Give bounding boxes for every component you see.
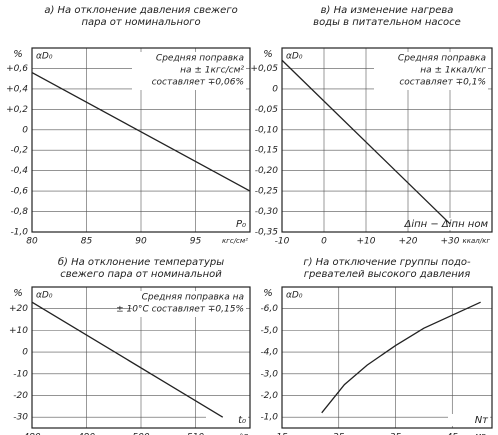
x-tick-label: 15 bbox=[276, 433, 288, 435]
annotation-bg bbox=[132, 52, 246, 90]
axis-name: αD₀ bbox=[286, 52, 303, 62]
xlabel-bg bbox=[206, 414, 248, 426]
x-tick-label: +10 bbox=[357, 237, 376, 247]
y-tick-label: -0,8 bbox=[10, 207, 28, 217]
chart-title: б) На отклонение температуры bbox=[58, 256, 224, 268]
y-tick-label: +0,05 bbox=[250, 64, 278, 74]
chart-title: в) На изменение нагрева bbox=[321, 5, 454, 16]
y-axis-label: % bbox=[13, 288, 23, 299]
xlabel-bg bbox=[448, 218, 490, 230]
x-tick-label: 95 bbox=[190, 237, 202, 247]
data-line bbox=[281, 59, 451, 225]
xlabel-bg bbox=[206, 218, 248, 230]
x-tick-label: 490 bbox=[78, 433, 95, 435]
y-tick-label: 0 bbox=[22, 348, 28, 358]
data-line bbox=[31, 71, 251, 192]
plot-frame bbox=[281, 47, 493, 233]
y-tick-label: -0,05 bbox=[255, 105, 279, 115]
y-tick-label: +10 bbox=[9, 326, 28, 336]
axis-name: αD₀ bbox=[36, 52, 53, 62]
x-tick-label: -10 bbox=[275, 237, 290, 247]
chart-title: гревателей высокого давления bbox=[304, 269, 471, 280]
xlabel-bg bbox=[448, 414, 490, 426]
x-tick-label: +30 bbox=[441, 237, 460, 247]
y-tick-label: -5,0 bbox=[260, 326, 278, 336]
label-bg bbox=[284, 50, 306, 61]
annotation: Средняя поправка bbox=[156, 54, 244, 64]
x-tick-label: 80 bbox=[26, 237, 38, 247]
x-tick-label: 25 bbox=[333, 433, 345, 435]
x-tick-label: 85 bbox=[81, 237, 93, 247]
y-tick-label: -0,30 bbox=[255, 207, 279, 217]
y-axis-label: % bbox=[13, 49, 23, 60]
chart-title: а) На отклонение давления свежего bbox=[44, 5, 237, 16]
plot-frame bbox=[31, 286, 251, 429]
chart-title: г) На отключение группы подо- bbox=[303, 257, 471, 268]
y-tick-label: -0,4 bbox=[10, 166, 28, 176]
y-tick-label: -6,0 bbox=[260, 304, 278, 314]
y-tick-label: -30 bbox=[13, 413, 28, 423]
y-tick-label: +20 bbox=[9, 304, 28, 314]
x-tick-label: 45 bbox=[447, 433, 459, 435]
y-tick-label: -0,2 bbox=[10, 146, 28, 156]
annotation: Средняя поправка bbox=[398, 54, 486, 64]
y-tick-label: -0,20 bbox=[255, 166, 279, 176]
data-line bbox=[31, 301, 224, 418]
y-tick-label: -20 bbox=[13, 391, 28, 401]
label-bg bbox=[34, 50, 56, 61]
x-axis-label: P₀ bbox=[236, 219, 246, 230]
label-bg bbox=[284, 289, 306, 300]
y-tick-label: -4,0 bbox=[260, 348, 278, 358]
x-tick-label: 35 bbox=[390, 433, 402, 435]
annotation-bg bbox=[374, 52, 488, 90]
y-tick-label: -0,10 bbox=[255, 125, 279, 135]
annotation: Средняя поправка на bbox=[142, 293, 244, 303]
x-axis-unit: кгс/см² bbox=[222, 237, 248, 245]
x-axis-label: Δiпн − Δiпн ном bbox=[403, 219, 488, 230]
y-tick-label: -0,15 bbox=[255, 146, 279, 156]
annotation: на ± 1ккал/кг bbox=[420, 66, 486, 76]
x-tick-label: 90 bbox=[135, 237, 147, 247]
y-tick-label: -1,0 bbox=[10, 228, 28, 238]
x-axis-label: Nт bbox=[475, 415, 489, 426]
chart-title: пара от номинального bbox=[81, 17, 200, 28]
y-tick-label: -0,35 bbox=[255, 228, 279, 238]
annotation-bg bbox=[132, 291, 246, 317]
y-axis-label: % bbox=[263, 49, 273, 60]
y-tick-label: -1,0 bbox=[260, 413, 278, 423]
axis-name: αD₀ bbox=[36, 291, 53, 301]
chart-title: воды в питательном насосе bbox=[313, 17, 461, 28]
y-tick-label: +0,4 bbox=[6, 84, 28, 94]
y-tick-label: 0 bbox=[272, 84, 278, 94]
y-axis-label: % bbox=[263, 288, 273, 299]
label-bg bbox=[34, 289, 56, 300]
y-tick-label: +0,6 bbox=[6, 64, 28, 74]
annotation: на ± 1кгс/см² bbox=[180, 66, 244, 76]
annotation: составляет ∓0,1% bbox=[399, 78, 486, 88]
x-tick-label: +20 bbox=[399, 237, 418, 247]
annotation: составляет ∓0,06% bbox=[152, 78, 244, 88]
axis-name: αD₀ bbox=[286, 291, 303, 301]
y-tick-label: -3,0 bbox=[260, 369, 278, 379]
x-axis-unit: МВт bbox=[475, 433, 491, 435]
y-tick-label: -0,6 bbox=[10, 187, 28, 197]
x-tick-label: 510 bbox=[187, 433, 204, 435]
y-tick-label: 0 bbox=[22, 125, 28, 135]
x-tick-label: 480 bbox=[23, 433, 40, 435]
y-tick-label: -10 bbox=[13, 369, 28, 379]
x-tick-label: 500 bbox=[132, 433, 149, 435]
y-tick-label: -2,0 bbox=[260, 391, 278, 401]
x-tick-label: 0 bbox=[321, 237, 327, 247]
data-line bbox=[321, 301, 481, 414]
y-tick-label: -0,25 bbox=[255, 187, 279, 197]
plot-frame bbox=[281, 286, 493, 429]
x-axis-label: t₀ bbox=[238, 415, 246, 426]
annotation: ± 10°C составляет ∓0,15% bbox=[116, 305, 244, 315]
y-tick-label: +0,2 bbox=[6, 105, 28, 115]
plot-frame bbox=[31, 47, 251, 233]
chart-title: свежего пара от номинальной bbox=[60, 269, 222, 280]
x-axis-unit: °C bbox=[240, 433, 249, 435]
x-axis-unit: ккал/кг bbox=[463, 237, 491, 245]
